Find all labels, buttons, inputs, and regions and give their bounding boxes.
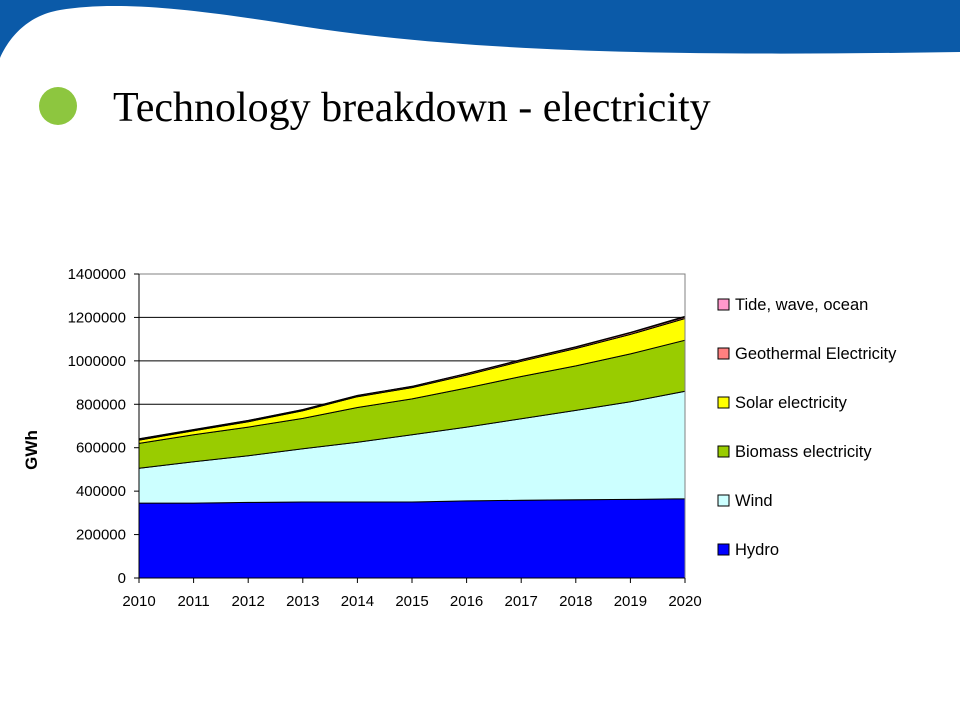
- page-title: Technology breakdown - electricity: [113, 85, 711, 131]
- y-tick-label: 800000: [76, 396, 126, 413]
- x-tick-label: 2014: [341, 593, 374, 610]
- x-tick-label: 2018: [559, 593, 592, 610]
- y-tick-label: 0: [118, 570, 126, 587]
- legend-label: Wind: [735, 492, 773, 510]
- y-tick-label: 600000: [76, 440, 126, 457]
- legend-label: Biomass electricity: [735, 443, 872, 461]
- x-tick-label: 2015: [395, 593, 428, 610]
- x-tick-label: 2013: [286, 593, 319, 610]
- stacked-area-chart: 0 200000 400000 600000 800000 1000000 1200000 1…: [22, 266, 897, 610]
- y-tick-label: 400000: [76, 483, 126, 500]
- y-axis-label: GWh: [22, 430, 41, 470]
- y-tick-label: 200000: [76, 527, 126, 544]
- y-tick-label: 1000000: [68, 353, 126, 370]
- x-tick-label: 2011: [177, 593, 209, 610]
- title-bullet: [39, 87, 77, 125]
- legend-swatch: [717, 347, 730, 360]
- x-tick-label: 2020: [668, 593, 701, 610]
- legend-label: Solar electricity: [735, 394, 848, 412]
- x-tick-label: 2019: [614, 593, 647, 610]
- legend-label: Hydro: [735, 541, 779, 559]
- legend-swatch: [717, 543, 730, 556]
- area-hydro: [138, 498, 686, 579]
- header-banner: [0, 0, 960, 58]
- legend-swatch: [717, 298, 730, 311]
- legend-label: Tide, wave, ocean: [735, 296, 868, 314]
- x-tick-label: 2010: [122, 593, 155, 610]
- legend-swatch: [717, 445, 730, 458]
- legend-label: Geothermal Electricity: [735, 345, 897, 363]
- legend-swatch: [717, 396, 730, 409]
- x-tick-label: 2017: [505, 593, 538, 610]
- x-tick-label: 2012: [232, 593, 265, 610]
- legend-swatch: [717, 494, 730, 507]
- y-tick-label: 1200000: [68, 309, 126, 326]
- x-tick-label: 2016: [450, 593, 483, 610]
- y-tick-label: 1400000: [68, 266, 126, 283]
